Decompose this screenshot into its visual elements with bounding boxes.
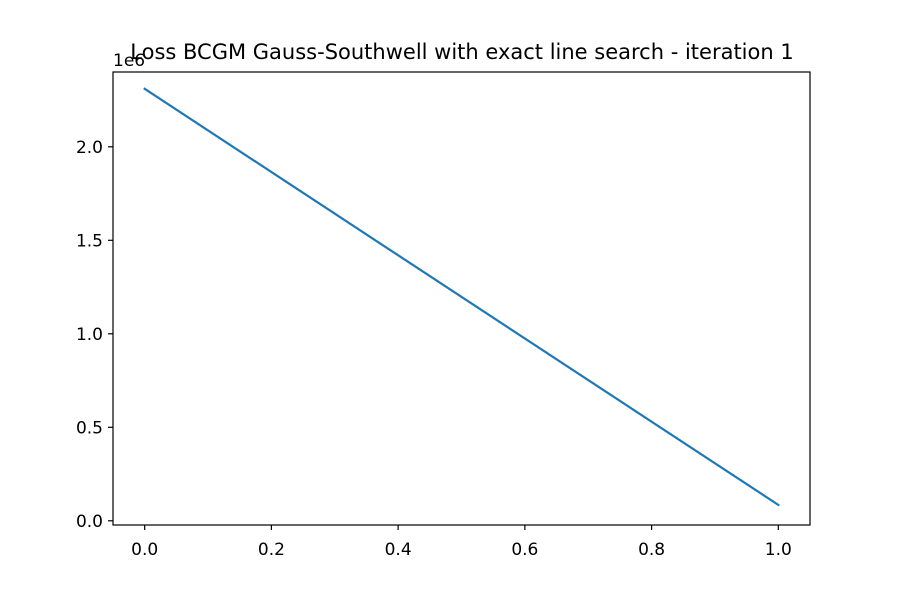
x-tick-label: 1.0 [765, 540, 792, 560]
x-tick-label: 0.8 [638, 540, 665, 560]
y-tick-label: 1.5 [76, 231, 103, 251]
x-tick-label: 0.0 [131, 540, 158, 560]
plot-frame [112, 71, 811, 526]
y-tick-label: 0.5 [76, 418, 103, 438]
x-tick-label: 0.4 [385, 540, 412, 560]
y-tick-label: 1.0 [76, 325, 103, 345]
x-tick-label: 0.2 [258, 540, 285, 560]
y-offset-label: 1e6 [113, 51, 145, 71]
series-line-0 [143, 87, 780, 507]
y-tick-label: 0.0 [76, 512, 103, 532]
y-tick-label: 2.0 [76, 138, 103, 158]
plot-area [143, 87, 780, 507]
chart-title: Loss BCGM Gauss-Southwell with exact lin… [130, 40, 793, 64]
axes: 0.0 0.2 0.4 0.6 0.8 1.0 0.0 0.5 1.0 1.5 2.0 [76, 71, 811, 560]
x-tick-label: 0.6 [511, 540, 538, 560]
